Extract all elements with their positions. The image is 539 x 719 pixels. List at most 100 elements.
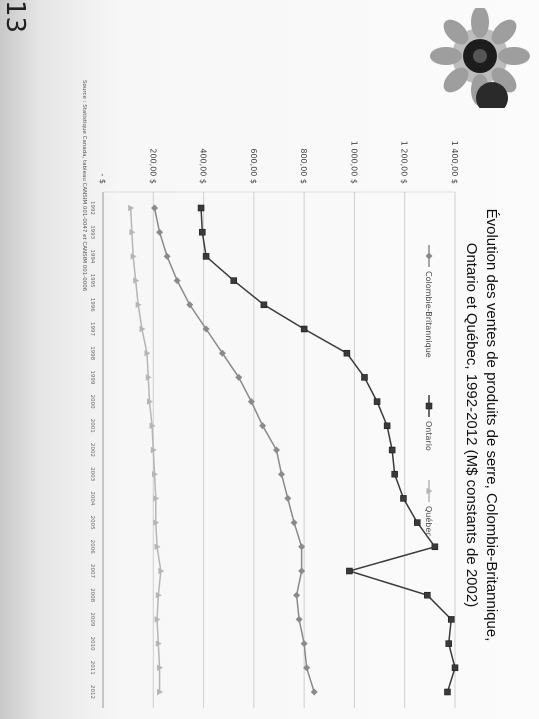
series-point: [300, 640, 308, 648]
y-tick-label: 200,00 $: [148, 148, 157, 184]
legend-label: Colombie-Britannique: [424, 271, 433, 358]
chart-title: Évolution des ventes de produits de serr…: [483, 209, 500, 642]
x-tick-label: 2009: [89, 612, 95, 626]
series-point: [293, 591, 301, 599]
x-tick-label: 2003: [89, 467, 95, 481]
series-point: [298, 543, 306, 551]
x-tick-label: 2012: [89, 685, 95, 699]
series-point: [414, 519, 421, 526]
series-point: [235, 373, 243, 381]
y-tick-label: 1 200,00 $: [400, 141, 409, 184]
series-lines: [128, 204, 459, 696]
x-tick-label: 2002: [89, 443, 95, 457]
x-tick-label: 2007: [89, 564, 95, 578]
series-point: [424, 591, 431, 599]
x-tick-label: 1998: [89, 346, 95, 360]
source-note: Source : Statistique Canada, tableau CAN…: [81, 80, 87, 292]
series-point: [135, 301, 142, 308]
x-tick-label: 2005: [89, 516, 95, 530]
y-tick-label: 800,00 $: [299, 148, 308, 184]
series-point: [343, 349, 351, 357]
series-point: [152, 471, 159, 478]
series-point: [186, 301, 194, 309]
series-point: [247, 398, 255, 406]
x-tick-label: 2004: [89, 491, 95, 505]
series-point: [144, 350, 151, 357]
series-point: [445, 640, 452, 647]
x-tick-label: 2006: [89, 540, 95, 554]
series-point: [202, 253, 210, 260]
series-point: [383, 422, 391, 430]
series-point: [157, 664, 164, 671]
series-point: [133, 277, 140, 284]
x-tick-label: 1993: [89, 225, 95, 239]
series-point: [260, 301, 268, 309]
series-point: [310, 688, 318, 696]
x-tick-label: 1994: [89, 249, 95, 263]
series-group: [151, 204, 318, 696]
series-point: [451, 664, 459, 672]
series-point: [278, 470, 286, 478]
x-tick-label: 2010: [89, 637, 95, 651]
series-point: [155, 592, 162, 599]
series-point: [153, 495, 160, 502]
x-tick-label: 2011: [89, 661, 95, 675]
series-point: [173, 277, 181, 285]
series-point: [230, 277, 237, 284]
series-point: [153, 519, 160, 526]
series-point: [259, 422, 267, 430]
series-point: [431, 543, 439, 551]
x-tick-label: 2008: [89, 588, 95, 602]
legend: Colombie-Britannique Ontario Québec: [424, 245, 434, 537]
x-tick-label: 2001: [89, 419, 95, 433]
x-tick-label: 1992: [89, 201, 95, 215]
legend-label: Québec: [424, 506, 434, 537]
x-tick-label: 1995: [89, 274, 95, 288]
gridlines: [102, 192, 456, 708]
series-point: [149, 422, 156, 429]
series-point: [295, 615, 303, 623]
series-point: [155, 640, 162, 647]
series-point: [425, 402, 433, 410]
series-point: [157, 688, 164, 696]
series-point: [139, 325, 146, 333]
series-point: [284, 494, 292, 502]
series-point: [388, 446, 396, 454]
series-point: [129, 229, 136, 236]
series-point: [447, 616, 455, 623]
series-point: [300, 325, 308, 333]
y-tick-label: 1 400,00 $: [450, 141, 459, 184]
series-point: [425, 252, 433, 260]
chart-subtitle: Ontario et Québec, 1992-2012 (M$ constan…: [463, 243, 480, 607]
series-point: [218, 349, 226, 357]
series-line: [200, 207, 456, 693]
x-tick-label: 1999: [89, 370, 95, 384]
series-point: [361, 374, 368, 381]
series-point: [150, 446, 157, 454]
series-point: [373, 398, 381, 405]
series-point: [145, 374, 152, 381]
legend-label: Ontario: [424, 421, 433, 451]
series-point: [199, 228, 206, 236]
x-tick-label: 1996: [89, 298, 95, 312]
series-point: [426, 487, 433, 495]
series-point: [163, 252, 171, 260]
series-point: [158, 567, 165, 575]
series-point: [151, 204, 159, 212]
x-tick-label: 2000: [89, 395, 95, 409]
series-point: [346, 567, 353, 575]
series-point: [154, 616, 161, 623]
y-tick-labels: - $ 200,00 $ 400,00 $ 600,00 $ 800,00 $ 1 000…: [98, 141, 459, 184]
series-point: [272, 446, 280, 454]
series-point: [154, 543, 161, 550]
series-point: [130, 253, 137, 260]
series-point: [400, 495, 407, 502]
series-point: [298, 567, 306, 575]
y-tick-label: - $: [98, 173, 107, 184]
series-group: [197, 204, 459, 696]
sunflower-image: [430, 8, 530, 108]
y-tick-label: 400,00 $: [199, 148, 208, 184]
